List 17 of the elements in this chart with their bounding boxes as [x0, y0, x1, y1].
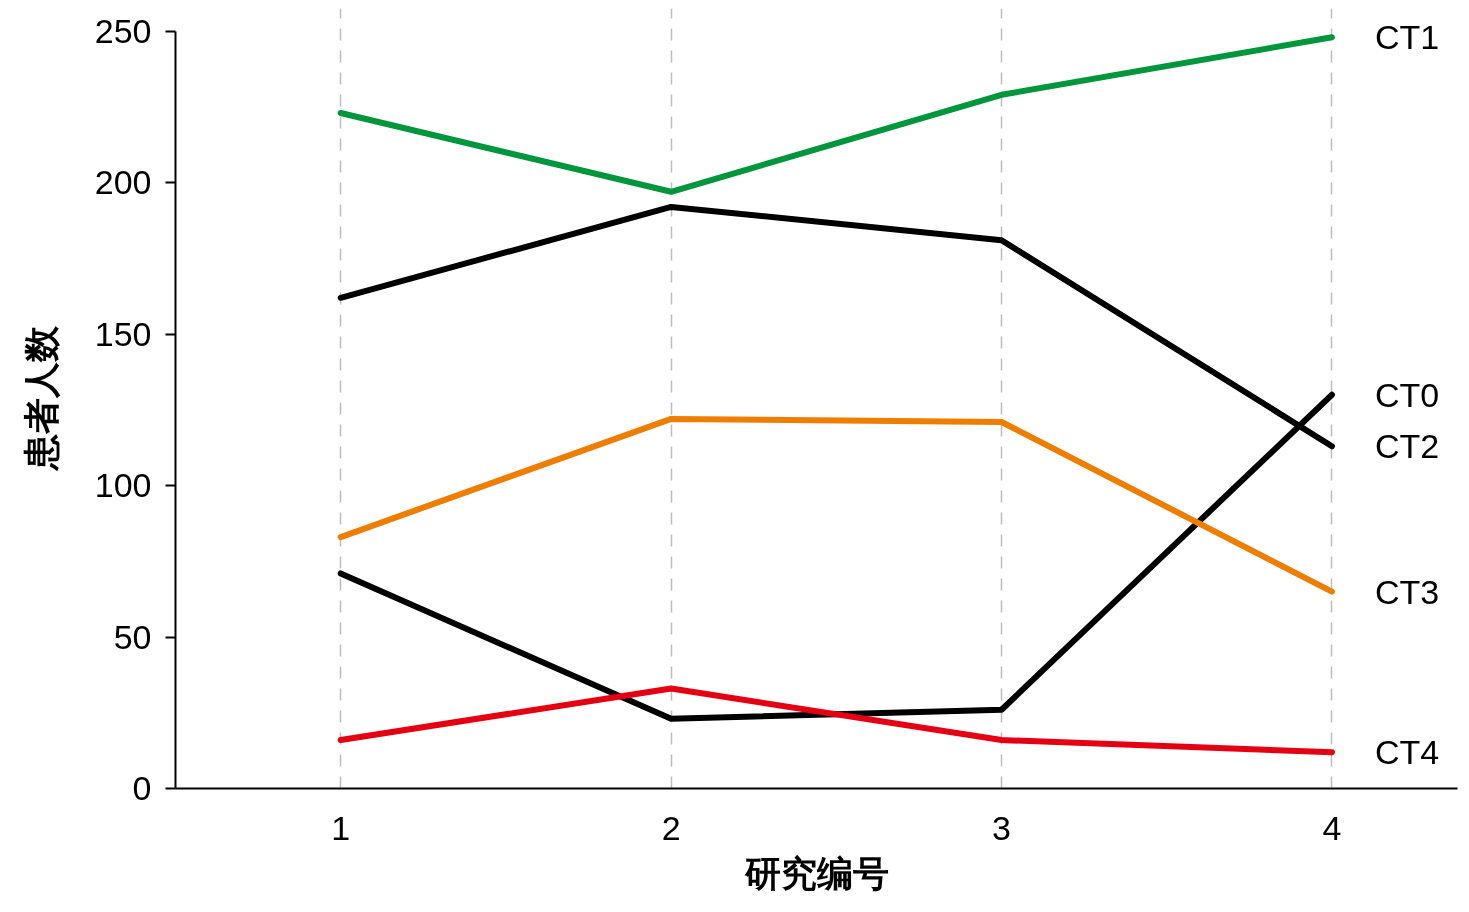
- series-label: CT0: [1374, 375, 1440, 414]
- series-label: CT2: [1374, 427, 1440, 466]
- series-label: CT4: [1374, 733, 1440, 772]
- y-axis-title: 患者人数: [20, 325, 62, 473]
- y-tick-label: 150: [94, 314, 152, 353]
- y-tick-label: 100: [94, 466, 152, 505]
- x-tick-label: 2: [661, 808, 681, 847]
- y-tick-label: 50: [113, 617, 152, 656]
- y-tick-label: 0: [132, 769, 152, 807]
- x-tick-label: 1: [331, 808, 351, 847]
- x-tick-label: 3: [992, 808, 1011, 847]
- series-label: CT3: [1374, 572, 1440, 611]
- x-tick-label: 4: [1322, 808, 1342, 847]
- y-tick-label: 200: [94, 163, 152, 202]
- x-axis-title: 研究编号: [743, 852, 889, 894]
- series-label: CT1: [1374, 18, 1440, 57]
- y-tick-label: 250: [94, 11, 152, 50]
